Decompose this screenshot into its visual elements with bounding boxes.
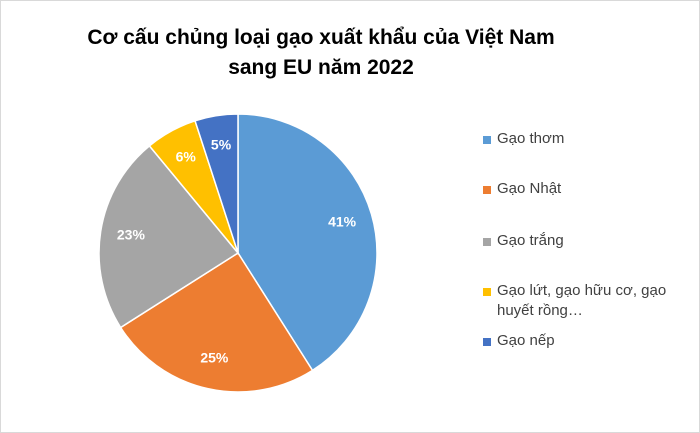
- data-label: 25%: [200, 350, 229, 366]
- pie-slice: [98, 144, 240, 329]
- data-label: 5%: [211, 137, 232, 153]
- data-label: 23%: [117, 227, 146, 243]
- legend-swatch: [483, 338, 491, 346]
- legend-label: Gạo nếp: [497, 332, 555, 349]
- legend-label: Gạo thơm: [497, 130, 565, 147]
- legend-label: Gạo Nhật: [497, 180, 562, 197]
- legend-label: Gạo lứt, gạo hữu cơ, gạo huyết rồng…: [497, 282, 667, 319]
- data-label: 6%: [176, 149, 197, 165]
- pie-slice: [237, 113, 378, 372]
- chart-title: Cơ cấu chủng loại gạo xuất khẩu của Việt…: [87, 26, 555, 79]
- legend-swatch: [483, 186, 491, 194]
- legend-swatch: [483, 288, 491, 296]
- pie-slice: [194, 113, 239, 254]
- legend-label: Gạo trắng: [497, 232, 564, 249]
- legend-swatch: [483, 136, 491, 144]
- legend-item: Gạo thơm: [483, 129, 699, 149]
- legend-item: Gạo lứt, gạo hữu cơ, gạo huyết rồng…: [483, 281, 699, 321]
- legend-item: Gạo Nhật: [483, 179, 699, 199]
- legend-swatch: [483, 238, 491, 246]
- pie-slice: [119, 251, 314, 393]
- data-label: 41%: [328, 213, 357, 229]
- legend-item: Gạo trắng: [483, 231, 699, 251]
- legend-item: Gạo nếp: [483, 331, 699, 351]
